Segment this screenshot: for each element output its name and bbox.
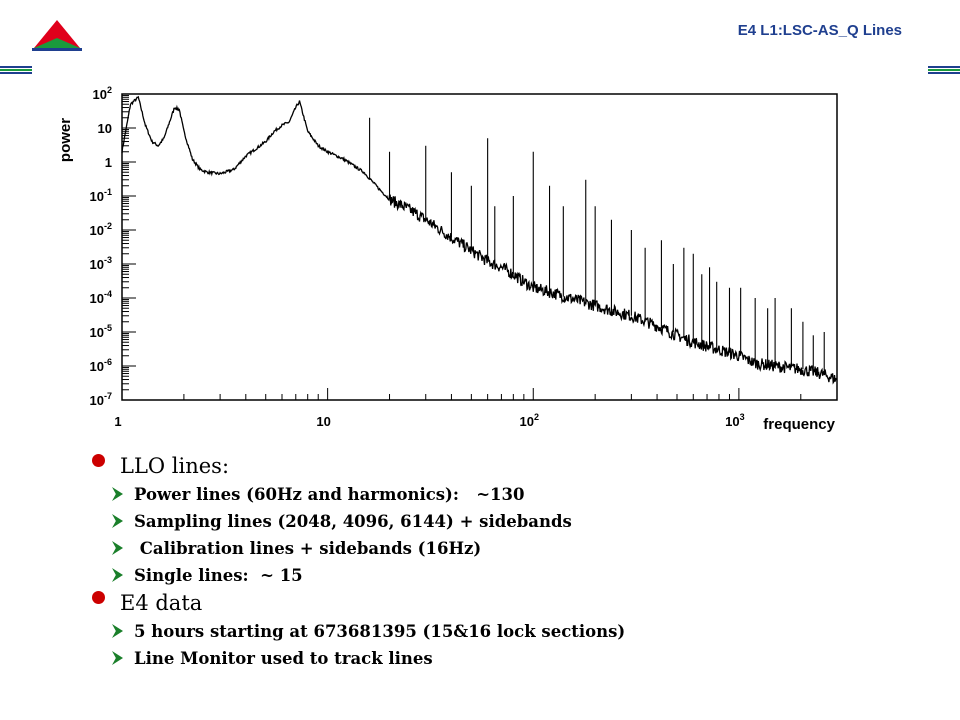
x-axis-label: frequency [763, 416, 835, 433]
arrow-bullet-icon [112, 651, 123, 665]
spectrum-series-line [121, 95, 838, 385]
sub-bullet-item: Line Monitor used to track lines [90, 645, 930, 672]
sub-bullet-item: Single lines: ~ 15 [90, 562, 930, 589]
arrow-bullet-icon [112, 624, 123, 638]
sub-bullet-text: Sampling lines (2048, 4096, 6144) + side… [134, 512, 572, 531]
y-tick-label: 10-4 [90, 289, 112, 306]
sub-bullet-text: Single lines: ~ 15 [134, 566, 303, 585]
sub-bullet-item: Calibration lines + sidebands (16Hz) [90, 535, 930, 562]
x-tick-label: 1 [114, 414, 121, 429]
header-rule-right [928, 66, 960, 75]
y-tick-label: 10 [98, 121, 112, 136]
sub-bullet-text: Power lines (60Hz and harmonics): ~130 [134, 485, 525, 504]
arrow-bullet-icon [112, 514, 123, 528]
arrow-bullet-icon [112, 568, 123, 582]
bullet-text: LLO lines: [120, 454, 230, 478]
y-tick-label: 102 [93, 86, 112, 102]
power-spectrum-chart: 102 10 1 10-1 10-2 10-3 10-4 10-5 10-6 10-7 1 10 10… [57, 86, 838, 433]
bullet-item: LLO lines: [90, 452, 930, 481]
sub-bullet-item: 5 hours starting at 673681395 (15&16 loc… [90, 618, 930, 645]
bullet-item: E4 data [90, 589, 930, 618]
y-tick-label: 10-6 [90, 357, 112, 374]
y-tick-label: 10-1 [90, 187, 112, 204]
bullet-dot-icon [92, 591, 105, 604]
header-rule-left [0, 66, 32, 75]
arrow-bullet-icon [112, 487, 123, 501]
x-tick-label: 102 [520, 412, 539, 429]
y-tick-label: 10-3 [90, 255, 112, 272]
y-tick-label: 1 [105, 155, 112, 170]
sub-bullet-text: Calibration lines + sidebands (16Hz) [134, 539, 482, 558]
sub-bullet-item: Power lines (60Hz and harmonics): ~130 [90, 481, 930, 508]
x-tick-label: 103 [725, 412, 744, 429]
sub-bullet-text: Line Monitor used to track lines [134, 649, 433, 668]
logo-icon [32, 20, 82, 51]
sub-bullet-item: Sampling lines (2048, 4096, 6144) + side… [90, 508, 930, 535]
bullet-list: LLO lines: Power lines (60Hz and harmonic… [90, 452, 930, 672]
y-tick-label: 10-7 [90, 391, 112, 408]
x-tick-label: 10 [316, 414, 330, 429]
sub-bullet-text: 5 hours starting at 673681395 (15&16 loc… [134, 622, 626, 641]
y-axis-label: power [57, 118, 74, 162]
y-tick-label: 10-2 [90, 221, 112, 238]
slide-title: E4 L1:LSC-AS_Q Lines [737, 22, 902, 39]
plot-frame [121, 93, 838, 401]
arrow-bullet-icon [112, 541, 123, 555]
y-tick-label: 10-5 [90, 323, 112, 340]
bullet-text: E4 data [120, 591, 203, 615]
bullet-dot-icon [92, 454, 105, 467]
